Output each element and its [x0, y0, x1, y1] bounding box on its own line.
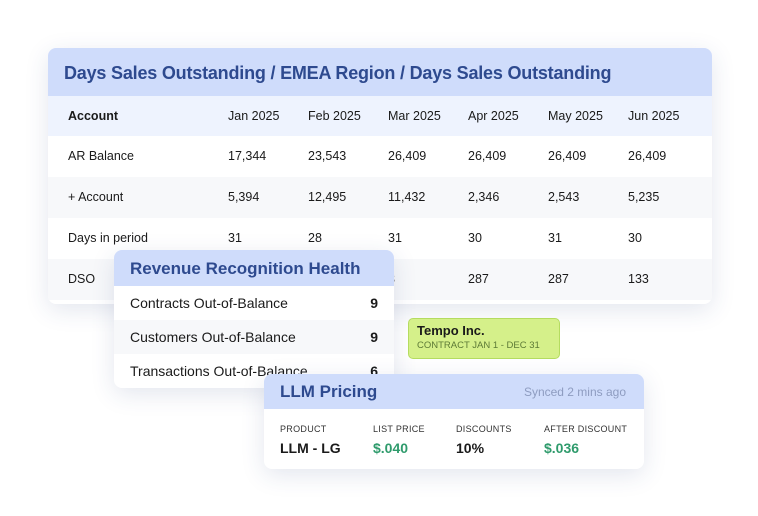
- cell: 12,495: [308, 190, 347, 204]
- item-label: Customers Out-of-Balance: [130, 329, 296, 345]
- table-row: + Account 5,394 12,495 11,432 2,346 2,543 5,23…: [48, 177, 712, 218]
- cell: 287: [548, 272, 569, 286]
- revenue-recognition-card: Revenue Recognition Health Contracts Out…: [114, 250, 394, 388]
- cell: 133: [628, 272, 649, 286]
- item-count: 6: [370, 363, 378, 379]
- cell: 26,409: [548, 149, 587, 163]
- list-price-column: LIST PRICE $.040: [373, 424, 425, 456]
- card-title: LLM Pricing: [280, 382, 378, 401]
- sync-status: Synced 2 mins ago: [523, 385, 626, 399]
- cell: 2,346: [468, 190, 500, 204]
- table-header: Account Jan 2025 Feb 2025 Mar 2025 Apr 2025 M…: [48, 96, 712, 136]
- item-label: Contracts Out-of-Balance: [130, 295, 288, 311]
- list-item[interactable]: Contracts Out-of-Balance 9: [114, 286, 394, 320]
- cell: 26,409: [388, 149, 427, 163]
- cell: Jun 2025: [628, 109, 680, 123]
- breadcrumb: Days Sales Outstanding / EMEA Region / D…: [48, 48, 712, 96]
- cell: 5,394: [228, 190, 260, 204]
- cell: 30: [468, 231, 482, 245]
- discounts-column: DISCOUNTS 10%: [456, 424, 512, 456]
- contract-tag[interactable]: Tempo Inc. CONTRACT JAN 1 - DEC 31: [408, 318, 560, 359]
- cell: AR Balance: [68, 149, 135, 163]
- cell: May 2025: [548, 109, 603, 123]
- product-column: PRODUCT LLM - LG: [280, 424, 341, 456]
- llm-pricing-card: LLM Pricing Synced 2 mins ago PRODUCT LLM…: [264, 374, 644, 469]
- list-item[interactable]: Transactions Out-of-Balance 6: [114, 354, 394, 388]
- cell: Apr 2025: [468, 109, 519, 123]
- cell: 17,344: [228, 149, 267, 163]
- item-count: 9: [370, 329, 378, 345]
- contract-period: CONTRACT JAN 1 - DEC 31: [417, 340, 540, 351]
- list-item[interactable]: Customers Out-of-Balance 9: [114, 320, 394, 354]
- table-row: Days in period 31 28 31 30 31 30: [48, 218, 712, 259]
- cell: 31: [228, 231, 242, 245]
- card-title: Revenue Recognition Health: [114, 250, 394, 286]
- customer-name: Tempo Inc.: [417, 323, 485, 338]
- cell: 26,409: [468, 149, 507, 163]
- cell: 23,543: [308, 149, 347, 163]
- item-label: Transactions Out-of-Balance: [130, 363, 308, 379]
- cell: 31: [388, 231, 402, 245]
- cell: 287: [468, 272, 489, 286]
- cell: 31: [548, 231, 562, 245]
- cell: Account: [68, 109, 118, 123]
- table-row: AR Balance 17,344 23,543 26,409 26,409 26,409…: [48, 136, 712, 177]
- cell: Days in period: [68, 231, 148, 245]
- cell: 26,409: [628, 149, 667, 163]
- after-discount-column: AFTER DISCOUNT $.036: [544, 424, 628, 456]
- cell: 5,235: [628, 190, 660, 204]
- cell: 30: [628, 231, 642, 245]
- cell: 28: [308, 231, 322, 245]
- cell: Jan 2025: [228, 109, 280, 123]
- cell: 2,543: [548, 190, 580, 204]
- item-count: 9: [370, 295, 378, 311]
- cell: Mar 2025: [388, 109, 441, 123]
- cell: + Account: [68, 190, 124, 204]
- cell: Feb 2025: [308, 109, 361, 123]
- cell: 11,432: [388, 190, 426, 204]
- cell: DSO: [68, 272, 96, 286]
